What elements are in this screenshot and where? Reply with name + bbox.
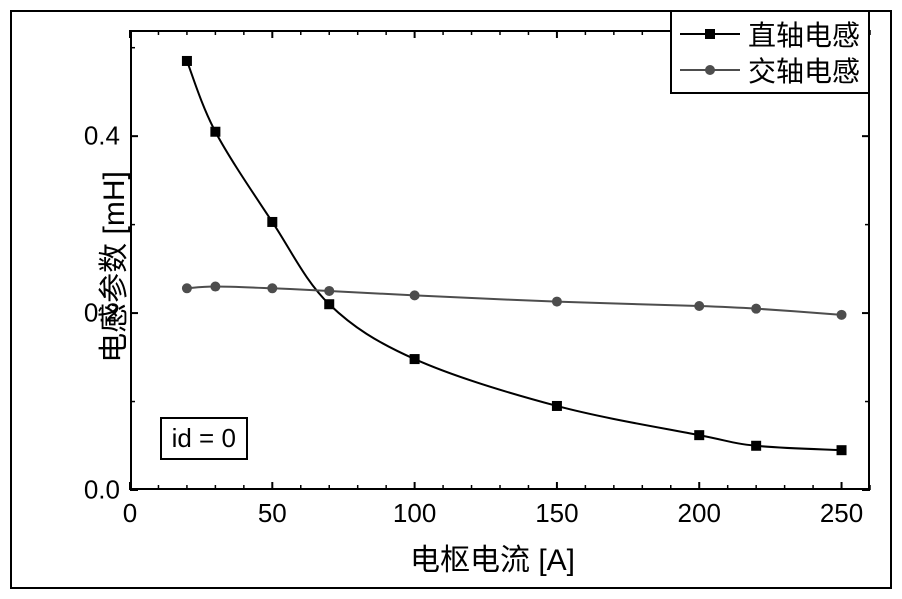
annotation-box: id = 0 <box>160 417 248 460</box>
circle-marker-icon <box>267 283 277 293</box>
legend-label-0: 直轴电感 <box>748 14 860 54</box>
x-tick-label: 150 <box>535 498 578 529</box>
x-tick-label: 100 <box>393 498 436 529</box>
x-axis-label: 电枢电流 [A] <box>410 535 575 579</box>
y-axis-label: 电感参数 [mH] <box>89 171 133 363</box>
legend-item-1: 交轴电感 <box>680 52 860 88</box>
circle-marker-icon <box>751 304 761 314</box>
circle-marker-icon <box>410 290 420 300</box>
chart-container: 电感参数 [mH] 电枢电流 [A] 直轴电感 交轴电感 id = 0 0 50 1… <box>0 0 902 599</box>
legend-label-1: 交轴电感 <box>748 50 860 90</box>
y-tick-label: 0.4 <box>84 121 120 152</box>
legend-swatch-0 <box>680 22 740 46</box>
circle-marker-icon <box>552 297 562 307</box>
x-tick-label: 200 <box>678 498 721 529</box>
x-tick-label: 0 <box>123 498 137 529</box>
y-tick-label: 0.0 <box>84 475 120 506</box>
legend-swatch-1 <box>680 58 740 82</box>
square-marker-icon <box>837 445 847 455</box>
y-tick-label: 0.2 <box>84 298 120 329</box>
square-marker-icon <box>705 29 715 39</box>
square-marker-icon <box>751 441 761 451</box>
circle-marker-icon <box>837 310 847 320</box>
legend-item-0: 直轴电感 <box>680 16 860 52</box>
circle-marker-icon <box>705 65 715 75</box>
x-tick-label: 250 <box>820 498 863 529</box>
square-marker-icon <box>694 430 704 440</box>
legend: 直轴电感 交轴电感 <box>670 10 870 94</box>
square-marker-icon <box>210 127 220 137</box>
square-marker-icon <box>267 217 277 227</box>
square-marker-icon <box>552 401 562 411</box>
square-marker-icon <box>410 354 420 364</box>
circle-marker-icon <box>324 286 334 296</box>
series-line <box>187 287 842 315</box>
annotation-text: id = 0 <box>172 423 236 453</box>
circle-marker-icon <box>694 301 704 311</box>
square-marker-icon <box>324 299 334 309</box>
x-tick-label: 50 <box>258 498 287 529</box>
square-marker-icon <box>182 56 192 66</box>
circle-marker-icon <box>210 282 220 292</box>
series-line <box>187 61 842 450</box>
circle-marker-icon <box>182 283 192 293</box>
